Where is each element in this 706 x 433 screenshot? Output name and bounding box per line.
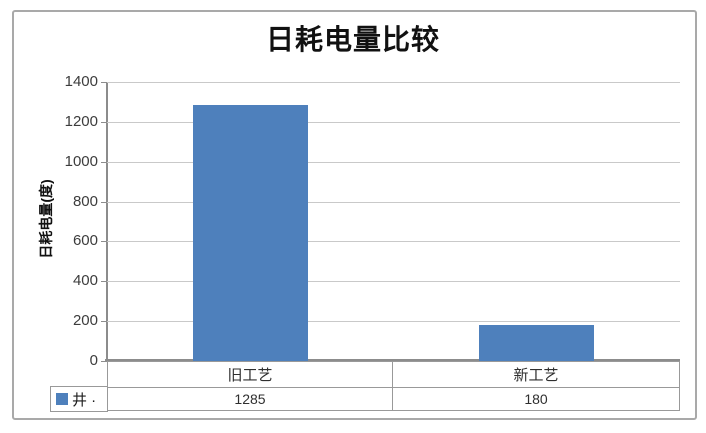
y-tick-label-1400: 1400 — [64, 73, 98, 90]
y-tick-label-800: 800 — [72, 192, 98, 210]
y-tick-mark-600 — [101, 241, 107, 243]
gridline-1200 — [107, 121, 680, 123]
legend-swatch-icon — [56, 393, 68, 405]
y-tick-label-600: 600 — [72, 232, 98, 250]
y-tick-label-1200: 1200 — [64, 112, 98, 130]
chart-title: 日耗电量比较 — [265, 24, 440, 55]
y-tick-mark-0 — [101, 361, 107, 362]
y-tick-label-0: 0 — [89, 352, 98, 369]
y-tick-label-400: 400 — [72, 272, 98, 290]
y-tick-mark-400 — [101, 281, 107, 283]
gridline-400 — [107, 281, 680, 283]
bar-新工艺 — [479, 325, 595, 361]
y-tick-mark-1000 — [101, 161, 107, 163]
y-tick-label-1000: 1000 — [64, 152, 98, 170]
y-tick-label-200: 200 — [72, 312, 98, 330]
gridline-1000 — [107, 161, 680, 163]
table-category-cell-new-process: 新工艺 — [392, 361, 680, 388]
x-axis-line — [105, 359, 680, 361]
plot-area — [107, 82, 680, 361]
table-value-cell-old-process: 1285 — [107, 387, 393, 411]
bar-旧工艺 — [192, 104, 308, 361]
gridline-200 — [107, 321, 680, 323]
legend-series-label: 井 · — [72, 391, 97, 409]
table-category-cell-old-process: 旧工艺 — [107, 361, 393, 388]
y-tick-mark-1200 — [101, 121, 107, 123]
y-tick-mark-200 — [101, 321, 107, 323]
gridline-1400 — [107, 82, 680, 83]
gridline-800 — [107, 201, 680, 203]
y-tick-mark-800 — [101, 201, 107, 203]
table-value-cell-new-process: 180 — [392, 387, 680, 411]
gridline-600 — [107, 241, 680, 243]
y-axis-line — [106, 82, 108, 361]
legend-cell: 井 · — [50, 386, 108, 412]
y-tick-mark-1400 — [101, 82, 107, 83]
